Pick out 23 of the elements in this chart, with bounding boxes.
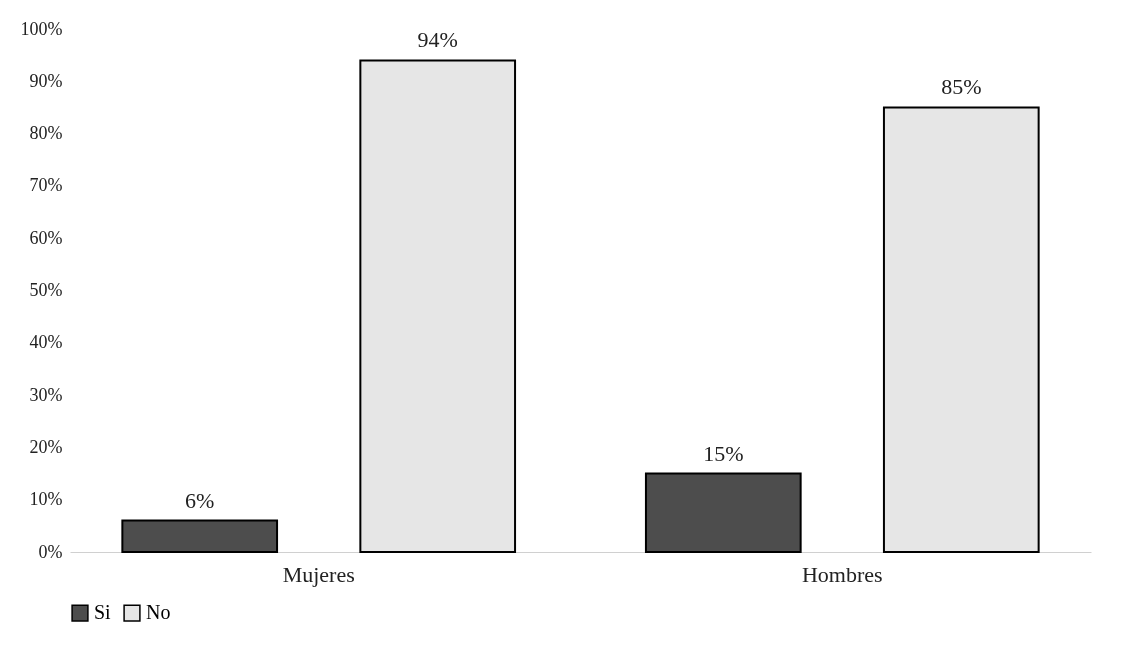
bar: [882, 106, 1040, 553]
x-tick-label: Hombres: [801, 561, 883, 587]
y-tick-label: 60%: [29, 227, 63, 248]
y-tick-label: 40%: [29, 332, 63, 353]
y-tick-label: 20%: [29, 436, 63, 457]
data-label: 85%: [941, 74, 982, 100]
bar: [359, 59, 517, 553]
bar: [121, 519, 279, 553]
legend-label: Si: [94, 601, 112, 624]
y-tick-label: 0%: [38, 541, 63, 562]
y-tick-label: 90%: [29, 70, 63, 91]
y-tick-label: 100%: [20, 18, 63, 39]
data-label: 15%: [703, 440, 744, 466]
bar: [644, 472, 802, 553]
y-tick-label: 80%: [29, 123, 63, 144]
x-tick-label: Mujeres: [282, 561, 355, 587]
legend-label: No: [146, 601, 171, 624]
y-tick-label: 50%: [29, 280, 63, 300]
data-label: 94%: [417, 27, 458, 53]
y-tick-label: 10%: [29, 489, 63, 510]
y-tick-label: 30%: [29, 384, 63, 405]
y-tick-label: 70%: [29, 175, 63, 196]
data-label: 6%: [185, 487, 215, 513]
